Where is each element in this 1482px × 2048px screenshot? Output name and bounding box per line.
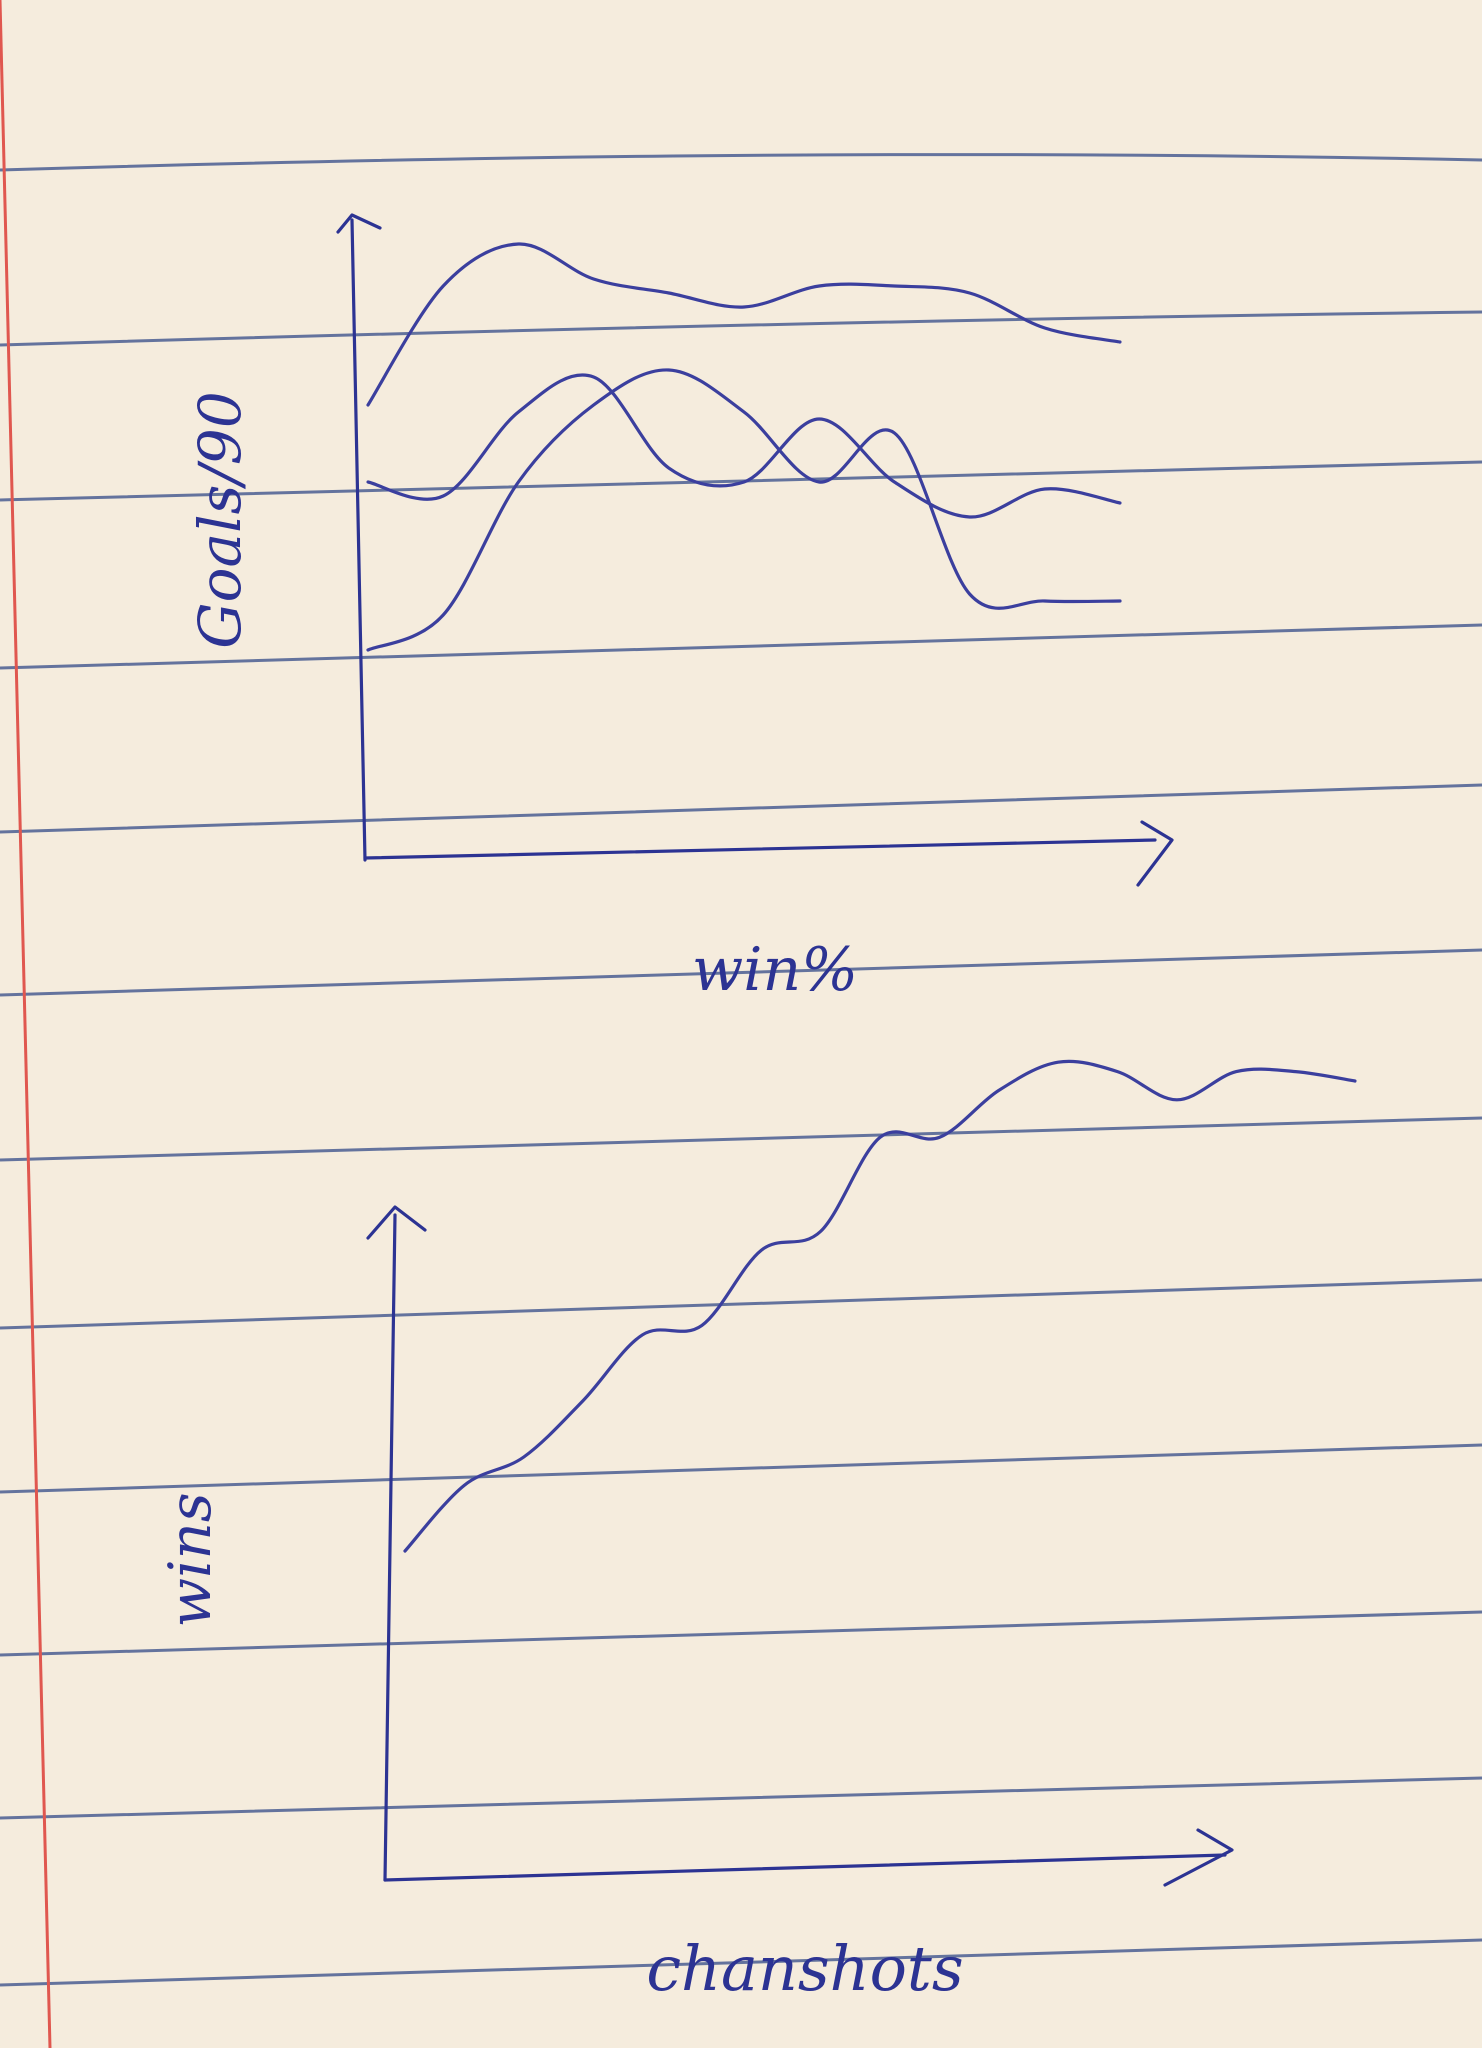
chart-2-y-axis-label: wins: [156, 1492, 224, 1627]
rule-line: [0, 1776, 1482, 1820]
rule-line: [0, 1443, 1482, 1494]
chart-1-x-axis: [363, 820, 1174, 887]
chart-1-series-2-line: [366, 373, 1122, 519]
chart-1-x-axis-label: win%: [692, 935, 858, 1005]
chart-1-series-1-line: [366, 242, 1122, 407]
chart-2-series-1-line: [403, 1059, 1357, 1553]
rule-line: [0, 1116, 1482, 1162]
margin-line: [0, 0, 52, 2048]
chart-1-series-group: [366, 242, 1122, 652]
rule-line: [0, 153, 1482, 172]
rule-line: [0, 1278, 1482, 1330]
rule-line: [0, 310, 1482, 347]
chart-1-y-axis-label: Goals/90: [186, 391, 254, 649]
chart-2: wins chanshots: [156, 1059, 1357, 2005]
chart-1: Goals/90 win%: [186, 213, 1174, 1005]
chart-2-series-group: [403, 1059, 1357, 1553]
chart-2-x-axis: [383, 1828, 1234, 1887]
chart-1-series-3-line: [366, 368, 1122, 652]
chart-2-y-axis: [366, 1205, 427, 1882]
rule-line: [0, 783, 1482, 834]
chart-2-x-axis-label: chanshots: [646, 1932, 963, 2005]
chart-1-y-axis: [336, 213, 382, 862]
